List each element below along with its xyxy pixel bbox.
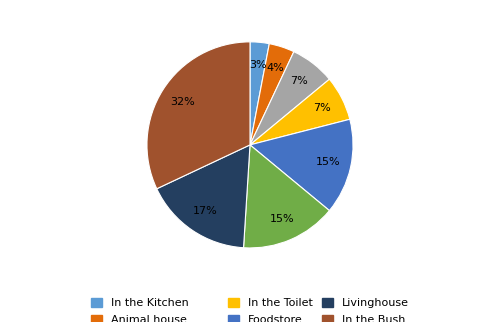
Wedge shape xyxy=(250,44,294,145)
Text: 4%: 4% xyxy=(266,63,283,73)
Wedge shape xyxy=(250,52,330,145)
Text: 17%: 17% xyxy=(192,206,217,216)
Text: 15%: 15% xyxy=(316,157,340,167)
Wedge shape xyxy=(157,145,250,248)
Wedge shape xyxy=(250,42,270,145)
Text: 15%: 15% xyxy=(270,214,294,224)
Wedge shape xyxy=(147,42,250,189)
Text: 7%: 7% xyxy=(290,76,308,86)
Text: 32%: 32% xyxy=(170,97,194,107)
Legend: In the Kitchen, Animal house, Agrochemical store, In the Toilet, Foodstore, Bath: In the Kitchen, Animal house, Agrochemic… xyxy=(86,292,414,322)
Wedge shape xyxy=(244,145,330,248)
Text: 7%: 7% xyxy=(312,103,330,113)
Wedge shape xyxy=(250,119,353,211)
Text: 3%: 3% xyxy=(249,60,266,70)
Wedge shape xyxy=(250,79,350,145)
